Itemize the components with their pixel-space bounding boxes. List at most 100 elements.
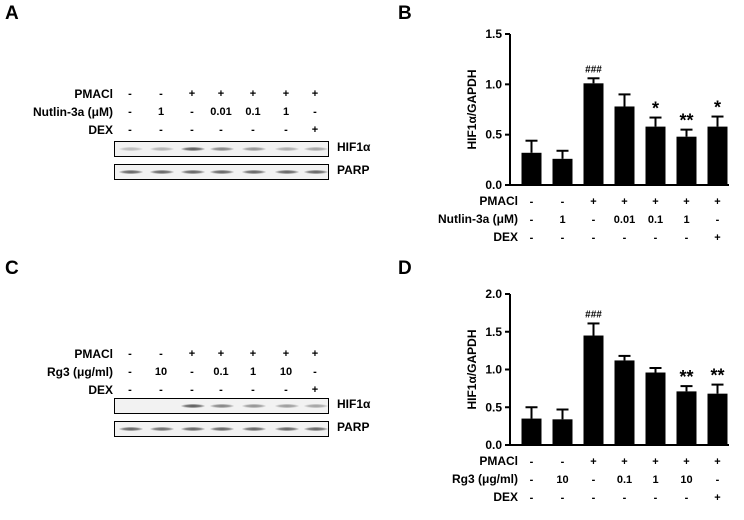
treatment-cell: - [592,474,596,486]
treatment-cell: + [714,492,720,504]
treatment-cell: - [128,106,132,118]
blot-band [242,426,266,432]
treatment-cell: 10 [154,366,168,378]
y-tick-label: 0.0 [485,438,502,452]
treatment-cell: - [313,366,317,378]
treatment-cell: 1 [282,106,290,118]
treatment-cell: 0.1 [617,474,632,486]
blot-band [150,169,174,175]
blot-band [242,146,266,152]
treatment-label: Rg3 (μg/ml) [452,472,518,486]
treatment-cell: + [683,456,689,468]
blot-band [304,426,328,432]
blot-band [210,426,234,432]
panel-letter-a: A [5,3,19,24]
treatment-cell: - [654,492,658,504]
treatment-cell: - [623,232,627,244]
blot-band [242,403,266,409]
treatment-cell: - [219,384,223,396]
treatment-cell: - [128,348,132,360]
treatment-cell: - [284,124,288,136]
panel-letter-b: B [398,3,412,24]
y-axis-label: HIF1α/GAPDH [465,329,479,409]
treatment-cell: - [716,214,720,226]
treatment-cell: 0.1 [648,214,663,226]
y-tick-label: 2.0 [485,287,502,301]
bar [614,106,635,185]
treatment-cell: - [219,124,223,136]
treatment-cell: + [217,88,225,100]
treatment-cell: - [313,106,317,118]
treatment-cell: + [590,196,596,208]
blot-band [119,169,143,175]
panel-letter-d: D [398,258,412,279]
blot-band [119,146,143,152]
bar [707,126,728,185]
treatment-cell: + [249,348,257,360]
treatment-cell: 1 [652,474,658,486]
bar [676,136,697,185]
treatment-cell: + [590,456,596,468]
treatment-cell: - [685,232,689,244]
treatment-cell: - [530,232,534,244]
significance-label: ** [710,366,724,386]
significance-label: ### [585,309,602,320]
significance-label: * [652,99,659,119]
treatment-cell: + [311,124,319,136]
treatment-cell: + [311,348,319,360]
bar [645,126,666,185]
y-tick-label: 1.0 [485,77,502,91]
treatment-cell: - [284,384,288,396]
treatment-cell: - [128,384,132,396]
bar [583,83,604,185]
treatment-cell: - [530,492,534,504]
blot-strip-hif1 [114,141,329,157]
treatment-cell: + [714,196,720,208]
significance-label: ** [679,367,693,387]
blot-strip-parp [114,421,329,437]
treatment-cell: - [190,124,194,136]
treatment-cell: - [251,124,255,136]
treatment-cell: + [621,456,627,468]
treatment-cell: 1 [157,106,165,118]
treatment-cell: + [652,196,658,208]
blot-label: PARP [337,420,370,434]
treatment-cell: 0.01 [210,106,232,118]
y-tick-label: 1.5 [485,27,502,41]
blot-band [119,426,143,432]
treatment-cell: 1 [249,366,257,378]
bar [583,335,604,445]
blot-band [150,146,174,152]
treatment-cell: - [592,492,596,504]
treatment-cell: + [311,384,319,396]
blot-band [275,426,299,432]
treatment-cell: + [188,348,196,360]
blot-strip-parp [114,164,329,180]
y-tick-label: 0.5 [485,400,502,414]
y-tick-label: 0.5 [485,128,502,142]
treatment-cell: 0.01 [614,214,635,226]
treatment-cell: + [652,456,658,468]
blot-label: HIF1α [337,397,371,411]
blot-band [181,146,205,152]
y-tick-label: 1.5 [485,325,502,339]
treatment-label: Nutlin-3a (μM) [438,212,518,226]
treatment-cell: - [159,88,163,100]
treatment-cell: 10 [556,474,568,486]
treatment-cell: + [282,348,290,360]
treatment-cell: + [249,88,257,100]
blot-band [181,403,205,409]
panel-letter-c: C [5,258,19,279]
treatment-cell: - [561,232,565,244]
treatment-cell: - [530,456,534,468]
treatment-label: PMACl [479,454,518,468]
treatment-label: DEX [493,230,518,244]
treatment-label-dex: DEX [88,383,113,397]
treatment-cell: + [683,196,689,208]
treatment-label-dex: DEX [88,123,113,137]
treatment-cell: + [621,196,627,208]
blot-band [275,403,299,409]
treatment-cell: - [561,196,565,208]
bar [521,418,542,445]
